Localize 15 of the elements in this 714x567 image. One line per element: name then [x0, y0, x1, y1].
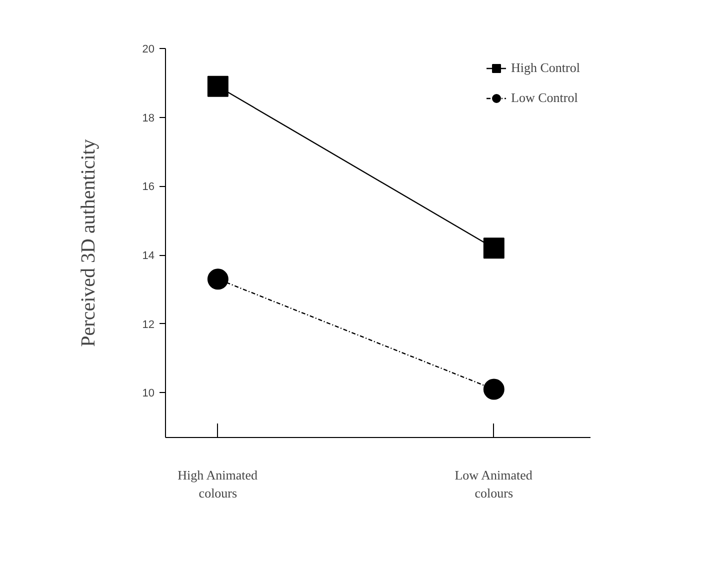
y-axis-title: Perceived 3D authenticity [77, 139, 100, 347]
x-tick-label: Low Animated colours [454, 468, 533, 500]
x-tick-label: High Animated colours [178, 468, 258, 500]
y-tick-label: 10 [142, 388, 155, 400]
point [207, 268, 228, 290]
legend-label: High Control [511, 60, 580, 76]
y-tick-label: 16 [142, 181, 155, 194]
legend-label: Low Control [511, 90, 578, 106]
y-tick-label: 20 [142, 44, 155, 56]
point [483, 378, 504, 400]
point [483, 238, 504, 259]
point [207, 76, 228, 97]
y-tick-label: 12 [142, 318, 155, 331]
y-tick-label: 18 [142, 112, 155, 124]
y-tick-label: 14 [142, 250, 155, 262]
